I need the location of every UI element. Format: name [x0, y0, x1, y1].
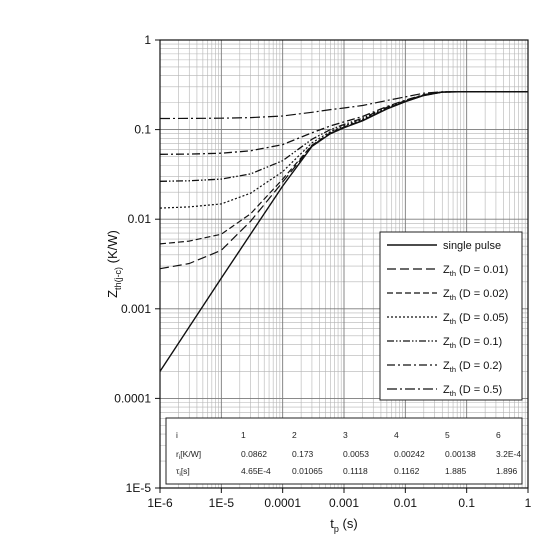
table-cell: 0.1118 — [343, 466, 368, 476]
y-tick-label: 1 — [144, 33, 151, 47]
x-tick-label: 0.01 — [394, 496, 418, 510]
table-cell: 1.896 — [496, 466, 518, 476]
table-cell: 4 — [394, 430, 399, 440]
table-cell: 0.00242 — [394, 449, 425, 459]
x-tick-label: 1E-6 — [147, 496, 173, 510]
series-line-5 — [159, 91, 528, 155]
table-cell: 0.01065 — [292, 466, 323, 476]
series-layer — [159, 90, 528, 372]
table-cell: 3.2E-4 — [496, 449, 521, 459]
table-cell: 1.885 — [445, 466, 467, 476]
legend-entries: single pulse Zth (D = 0.01) Zth (D = 0.02)… — [387, 240, 508, 398]
table-cell: 2 — [292, 430, 297, 440]
legend-label-6: Zth (D = 0.5) — [443, 384, 502, 398]
x-tick-label: 0.001 — [329, 496, 359, 510]
y-tick-label: 0.01 — [128, 212, 152, 226]
table-cell: 0.0053 — [343, 449, 369, 459]
x-tick-label: 1E-5 — [209, 496, 235, 510]
parameter-table: i 1 2 3 4 5 6 ri[K/W] 0.0862 0.173 0.0053 0.00242 0.… — [165, 417, 523, 485]
legend-label-2: Zth (D = 0.02) — [443, 288, 508, 302]
table-cell: i — [176, 430, 178, 440]
legend-label-1: Zth (D = 0.01) — [443, 264, 508, 278]
x-axis-label: tp (s) — [330, 516, 357, 534]
x-tick-label: 0.1 — [458, 496, 475, 510]
table-cell: 0.1162 — [394, 466, 420, 476]
table-cell: ri[K/W] — [176, 449, 201, 461]
table-cell: 6 — [496, 430, 501, 440]
y-tick-label: 0.1 — [134, 123, 151, 137]
legend-box — [379, 231, 523, 401]
x-tick-label: 1 — [525, 496, 532, 510]
x-tick-label: 0.0001 — [264, 496, 301, 510]
table-cell: 0.00138 — [445, 449, 476, 459]
legend: single pulse Zth (D = 0.01) Zth (D = 0.02)… — [379, 231, 523, 401]
table-cell: 4.65E-4 — [241, 466, 271, 476]
y-axis-label: Zth(j-c) (K/W) — [105, 230, 123, 298]
table-cell: 0.0862 — [241, 449, 267, 459]
table-cell: τi[s] — [176, 466, 190, 478]
table-cell: 3 — [343, 430, 348, 440]
series-line-3 — [159, 91, 528, 209]
table-cells: i 1 2 3 4 5 6 ri[K/W] 0.0862 0.173 0.0053 0.00242 0.… — [176, 430, 521, 478]
axis-ticks: 1E-6 1E-5 0.0001 0.001 0.01 0.1 11E-50.00010.0… — [114, 33, 531, 510]
table-cell: 1 — [241, 430, 246, 440]
series-line-4 — [159, 91, 528, 182]
series-line-2 — [159, 91, 528, 245]
table-cell: 0.173 — [292, 449, 314, 459]
table-cell: 5 — [445, 430, 450, 440]
legend-label-3: Zth (D = 0.05) — [443, 312, 508, 326]
y-tick-label: 0.0001 — [114, 391, 151, 405]
table-box — [165, 417, 523, 485]
legend-label-0: single pulse — [443, 240, 501, 252]
y-tick-label: 1E-5 — [126, 481, 152, 495]
legend-label-5: Zth (D = 0.2) — [443, 360, 502, 374]
y-tick-label: 0.001 — [121, 302, 151, 316]
legend-label-4: Zth (D = 0.1) — [443, 336, 502, 350]
series-line-6 — [159, 91, 528, 120]
